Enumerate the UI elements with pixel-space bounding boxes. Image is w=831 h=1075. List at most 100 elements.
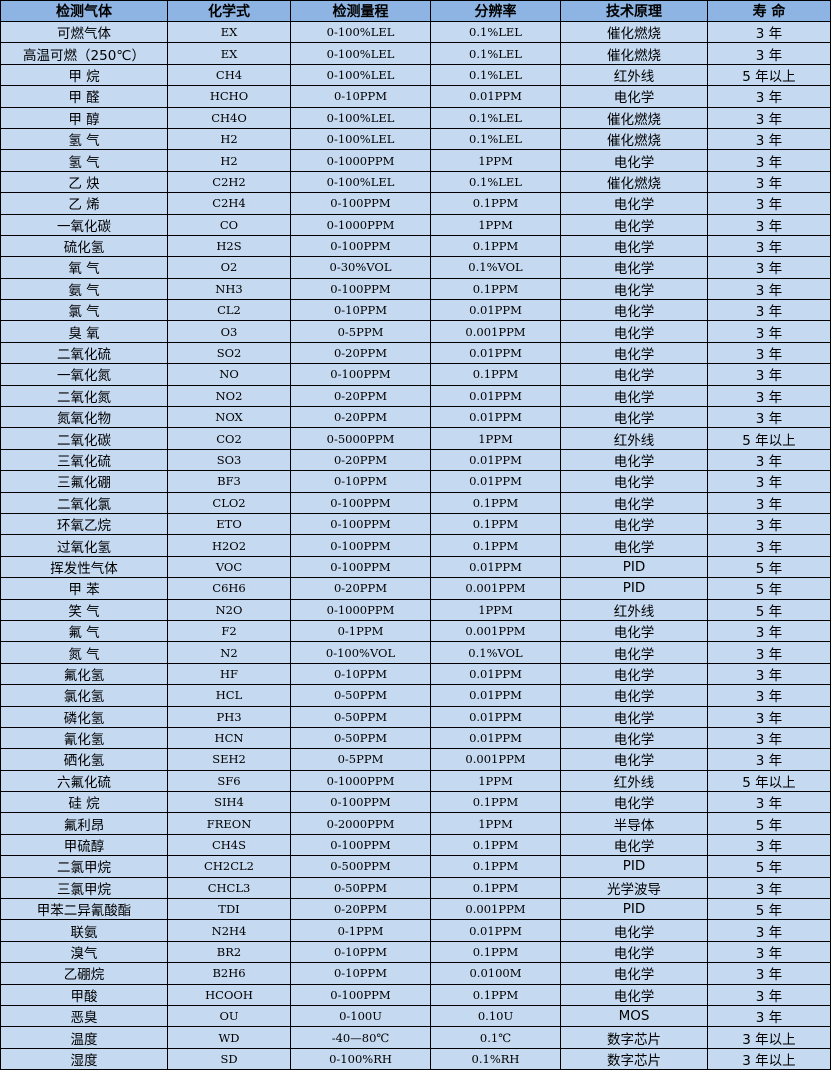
cell-range: 0-10PPM	[290, 470, 431, 493]
cell-range: 0-20PPM	[290, 898, 431, 921]
table-row: 氮 气 N2 0-100%VOL 0.1%VOL 电化学 3 年	[0, 641, 831, 664]
cell-resolution: 1PPM	[430, 149, 561, 172]
cell-principle: 电化学	[560, 791, 708, 814]
cell-gas: 甲苯二异氰酸酯	[0, 898, 168, 921]
cell-principle: 电化学	[560, 277, 708, 301]
table-row: 恶臭 OU 0-100U 0.10U MOS 3 年	[0, 1004, 831, 1028]
cell-formula: OU	[167, 1004, 291, 1028]
cell-range: 0-10PPM	[290, 662, 431, 686]
cell-principle: 催化燃烧	[560, 20, 708, 44]
cell-principle: PID	[560, 898, 708, 921]
cell-range: 0-100U	[290, 1004, 431, 1028]
table-row: 甲酸 HCOOH 0-100PPM 0.1PPM 电化学 3 年	[0, 983, 831, 1006]
cell-lifetime: 3 年	[707, 940, 831, 964]
cell-principle: PID	[560, 555, 708, 579]
cell-gas: 氯化氢	[0, 684, 168, 707]
cell-formula: TDI	[167, 898, 291, 921]
table-row: 氯 气 CL2 0-10PPM 0.01PPM 电化学 3 年	[0, 299, 831, 322]
cell-gas: 挥发性气体	[0, 555, 168, 579]
cell-formula: CH2CL2	[167, 855, 291, 878]
cell-range: 0-50PPM	[290, 726, 431, 750]
cell-lifetime: 3 年	[707, 491, 831, 514]
cell-principle: 电化学	[560, 384, 708, 408]
cell-principle: 催化燃烧	[560, 42, 708, 65]
cell-range: 0-1000PPM	[290, 149, 431, 172]
cell-gas: 甲 烷	[0, 63, 168, 87]
cell-formula: CL2	[167, 299, 291, 322]
table-row: 一氧化氮 NO 0-100PPM 0.1PPM 电化学 3 年	[0, 363, 831, 386]
cell-principle: 催化燃烧	[560, 106, 708, 129]
cell-gas: 可燃气体	[0, 20, 168, 44]
header-resolution: 分辨率	[430, 0, 561, 22]
cell-formula: H2	[167, 127, 291, 151]
cell-gas: 二氧化碳	[0, 427, 168, 450]
cell-lifetime: 3 年	[707, 534, 831, 557]
cell-range: -40—80℃	[290, 1026, 431, 1049]
cell-principle: 电化学	[560, 341, 708, 365]
cell-range: 0-5PPM	[290, 748, 431, 771]
cell-lifetime: 3 年	[707, 20, 831, 44]
cell-gas: 甲 苯	[0, 577, 168, 600]
cell-lifetime: 3 年	[707, 641, 831, 664]
cell-lifetime: 3 年	[707, 127, 831, 151]
cell-resolution: 0.1PPM	[430, 491, 561, 514]
cell-formula: EX	[167, 20, 291, 44]
table-row: 乙 炔 C2H2 0-100%LEL 0.1%LEL 催化燃烧 3 年	[0, 170, 831, 194]
cell-lifetime: 3 年	[707, 192, 831, 215]
cell-principle: 电化学	[560, 619, 708, 643]
cell-principle: MOS	[560, 1004, 708, 1028]
cell-gas: 氮氧化物	[0, 406, 168, 429]
cell-gas: 温度	[0, 1026, 168, 1049]
cell-resolution: 1PPM	[430, 427, 561, 450]
cell-resolution: 0.10U	[430, 1004, 561, 1028]
cell-resolution: 0.1%LEL	[430, 127, 561, 151]
cell-lifetime: 3 年以上	[707, 1047, 831, 1071]
cell-lifetime: 3 年	[707, 619, 831, 643]
cell-principle: 光学波导	[560, 876, 708, 900]
cell-formula: C6H6	[167, 577, 291, 600]
cell-gas: 联氨	[0, 919, 168, 942]
cell-resolution: 0.001PPM	[430, 748, 561, 771]
cell-range: 0-500PPM	[290, 855, 431, 878]
header-gas: 检测气体	[0, 0, 168, 22]
cell-lifetime: 3 年	[707, 277, 831, 301]
cell-principle: 电化学	[560, 705, 708, 728]
table-row: 臭 氧 O3 0-5PPM 0.001PPM 电化学 3 年	[0, 320, 831, 343]
header-range: 检测量程	[290, 0, 431, 22]
cell-formula: N2	[167, 641, 291, 664]
table-row: 甲 醇 CH4O 0-100%LEL 0.1%LEL 催化燃烧 3 年	[0, 106, 831, 129]
table-row: 氮氧化物 NOX 0-20PPM 0.01PPM 电化学 3 年	[0, 406, 831, 429]
cell-range: 0-1PPM	[290, 919, 431, 942]
cell-range: 0-100PPM	[290, 791, 431, 814]
cell-principle: 电化学	[560, 962, 708, 985]
cell-formula: SF6	[167, 769, 291, 793]
cell-formula: N2O	[167, 598, 291, 621]
table-row: 甲硫醇 CH4S 0-100PPM 0.1PPM 电化学 3 年	[0, 833, 831, 857]
table-row: 硒化氢 SEH2 0-5PPM 0.001PPM 电化学 3 年	[0, 748, 831, 771]
cell-resolution: 0.1%LEL	[430, 170, 561, 194]
cell-range: 0-20PPM	[290, 384, 431, 408]
cell-gas: 硫化氢	[0, 234, 168, 258]
table-row: 磷化氢 PH3 0-50PPM 0.01PPM 电化学 3 年	[0, 705, 831, 728]
cell-principle: 电化学	[560, 213, 708, 236]
cell-formula: C2H2	[167, 170, 291, 194]
cell-gas: 一氧化碳	[0, 213, 168, 236]
cell-resolution: 0.1PPM	[430, 876, 561, 900]
cell-range: 0-100PPM	[290, 833, 431, 857]
cell-range: 0-100PPM	[290, 363, 431, 386]
cell-range: 0-100PPM	[290, 983, 431, 1006]
table-row: 二氧化硫 SO2 0-20PPM 0.01PPM 电化学 3 年	[0, 341, 831, 365]
cell-gas: 笑 气	[0, 598, 168, 621]
cell-resolution: 0.001PPM	[430, 898, 561, 921]
cell-principle: 电化学	[560, 320, 708, 343]
table-row: 溴气 BR2 0-10PPM 0.1PPM 电化学 3 年	[0, 940, 831, 964]
cell-range: 0-100PPM	[290, 512, 431, 536]
cell-lifetime: 3 年	[707, 234, 831, 258]
cell-gas: 氟化氢	[0, 662, 168, 686]
cell-principle: 电化学	[560, 919, 708, 942]
cell-gas: 甲 醛	[0, 85, 168, 108]
header-principle: 技术原理	[560, 0, 708, 22]
cell-principle: 数字芯片	[560, 1026, 708, 1049]
cell-principle: PID	[560, 577, 708, 600]
cell-formula: SIH4	[167, 791, 291, 814]
